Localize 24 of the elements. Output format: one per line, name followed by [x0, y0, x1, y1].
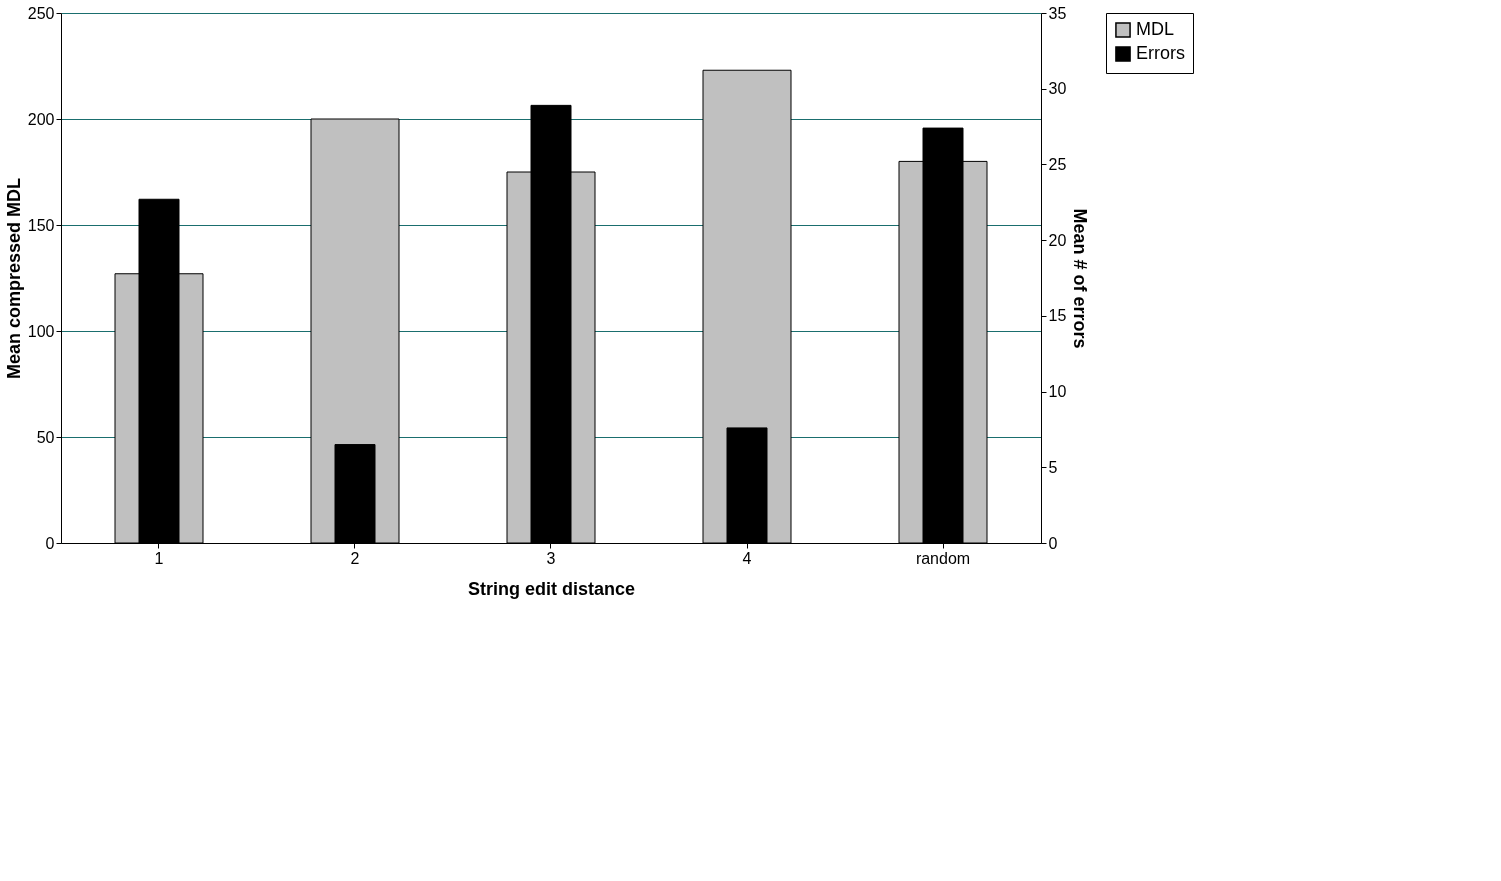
legend-label: Errors	[1136, 43, 1185, 63]
x-tick-label: 4	[742, 549, 752, 567]
y2-tick-label: 15	[1048, 307, 1067, 325]
x-tick-label: 2	[350, 549, 360, 567]
x-axis-title: String edit distance	[467, 578, 636, 599]
y2-tick-label: 30	[1048, 80, 1067, 98]
y-tick-label: 50	[36, 428, 55, 446]
y2-axis-title: Mean # of errors	[1070, 208, 1091, 349]
y2-tick-label: 20	[1048, 231, 1067, 249]
y-tick-label: 0	[45, 534, 55, 552]
x-tick-label: 3	[546, 549, 556, 567]
y2-tick-label: 0	[1048, 534, 1058, 552]
y-tick-label: 100	[27, 322, 55, 340]
x-tick-label: random	[915, 549, 971, 567]
legend-label: MDL	[1136, 19, 1175, 39]
y2-tick-label: 10	[1048, 383, 1067, 401]
y-axis-title: Mean compressed MDL	[3, 177, 24, 380]
y2-tick-label: 25	[1048, 155, 1067, 173]
y2-tick-label: 5	[1048, 458, 1058, 476]
x-tick-label: 1	[154, 549, 164, 567]
y2-tick-label: 35	[1048, 4, 1067, 22]
y-tick-label: 150	[27, 216, 55, 234]
y-tick-label: 200	[27, 110, 55, 128]
y-tick-label: 250	[27, 4, 55, 22]
